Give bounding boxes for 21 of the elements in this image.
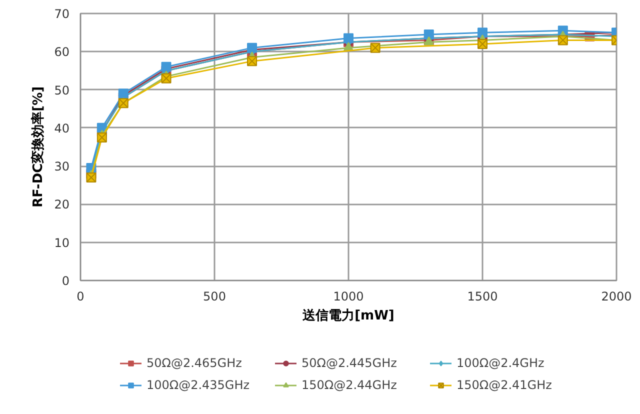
x-tick-label: 1000 [333, 290, 364, 304]
legend-label: 150Ω@2.44GHz [302, 378, 398, 392]
legend-label: 100Ω@2.4GHz [456, 356, 546, 370]
y-tick-label: 60 [54, 45, 70, 60]
legend-label: 150Ω@2.41GHz [456, 378, 553, 392]
y-tick-label: 0 [62, 274, 70, 288]
x-tick-label: 500 [203, 290, 226, 304]
x-tick-label: 1500 [467, 290, 498, 304]
x-axis-title: 送信電力[mW] [302, 308, 394, 324]
legend-label: 100Ω@2.435GHz [146, 378, 251, 392]
y-tick-label: 40 [54, 121, 70, 136]
x-tick-label: 2000 [601, 290, 632, 304]
y-axis-title: RF-DC変換効率[%] [30, 86, 46, 208]
legend-label: 50Ω@2.445GHz [302, 356, 398, 370]
y-tick-label: 30 [54, 160, 70, 174]
x-tick-label: 0 [76, 290, 84, 304]
y-tick-label: 20 [54, 198, 70, 212]
y-tick-label: 50 [54, 83, 70, 98]
legend-label: 50Ω@2.465GHz [146, 356, 243, 370]
y-tick-label: 10 [54, 236, 70, 250]
y-tick-label: 70 [54, 7, 70, 21]
